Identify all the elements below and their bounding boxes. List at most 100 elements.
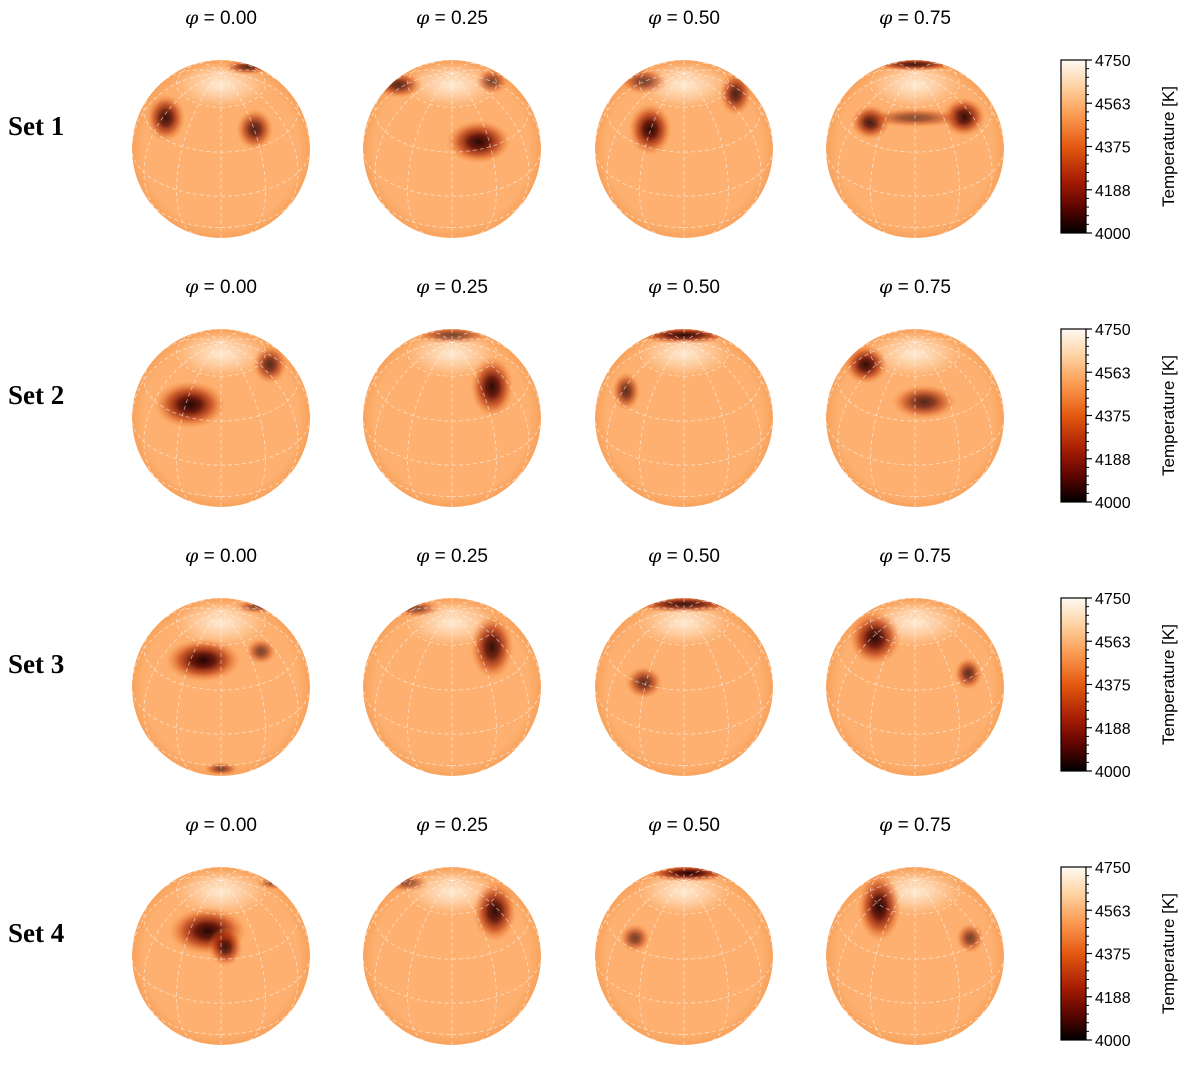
grid-line (198, 331, 222, 343)
grid-line (837, 100, 993, 153)
cool-spot (445, 119, 513, 165)
grid-line (870, 867, 960, 915)
phase-label: φ = 0.75 (879, 276, 951, 298)
grid-line (132, 690, 310, 735)
grid-line (451, 331, 475, 343)
surface-map: φ = 0.00 (132, 545, 310, 776)
cool-spot (252, 344, 288, 385)
grid-line (363, 73, 453, 143)
grid-line (844, 1010, 986, 1036)
phase-value: 0.50 (683, 277, 720, 298)
cool-spot (955, 922, 985, 954)
phase-symbol: φ (648, 276, 662, 298)
grid-line (451, 876, 507, 887)
phase-label: φ = 0.25 (416, 545, 488, 567)
grid-line (683, 62, 707, 74)
colorbar-gradient (1060, 597, 1087, 772)
grid-line (914, 880, 1004, 950)
phase-value: 0.00 (220, 546, 257, 567)
phase-symbol: φ (416, 276, 430, 298)
grid-line (198, 869, 222, 881)
grid-line (132, 421, 310, 466)
colorbar-tick-label: 4188 (1095, 452, 1131, 469)
phase-separator: = (429, 8, 451, 29)
phase-symbol: φ (185, 276, 199, 298)
grid-line (837, 369, 993, 422)
grid-line (595, 880, 685, 950)
grid-line (143, 369, 299, 422)
bright-pole-region (176, 331, 266, 377)
colorbar-tick-label: 4375 (1095, 947, 1131, 964)
grid-line (132, 880, 222, 950)
surface-map: φ = 0.00 (132, 276, 310, 507)
cool-spot (469, 613, 515, 681)
grid-line (826, 690, 1004, 735)
grid-line (143, 73, 222, 212)
cool-spot (625, 665, 663, 700)
grid-line (892, 331, 916, 343)
grid-line (176, 867, 266, 915)
grid-line (595, 342, 685, 412)
grid-line (860, 607, 916, 618)
grid-line (132, 152, 310, 197)
grid-line (363, 342, 453, 412)
phase-separator: = (892, 546, 914, 567)
cool-spot (857, 871, 902, 943)
grid-line (870, 329, 960, 377)
grid-line (914, 338, 970, 349)
grid-line (143, 638, 299, 691)
phase-label: φ = 0.50 (648, 814, 720, 836)
bright-pole-region (870, 331, 960, 377)
grid-line (914, 880, 993, 1019)
grid-line (451, 600, 475, 612)
map-grid: Set 1φ = 0.00 φ = 0.25 φ = 0.50 φ = 0.75475… (8, 7, 1178, 1050)
surface-map: φ = 0.50 (595, 545, 773, 776)
grid-line (683, 600, 707, 612)
grid-line (837, 638, 993, 691)
grid-line (220, 342, 299, 481)
grid-line (150, 741, 292, 767)
grid-line (892, 600, 916, 612)
grid-line (143, 342, 222, 481)
grid-line (198, 600, 222, 612)
grid-line (606, 611, 685, 750)
grid-line (220, 338, 276, 349)
grid-line (220, 62, 244, 74)
phase-value: 0.50 (683, 546, 720, 567)
grid-line (363, 421, 541, 466)
grid-line (363, 152, 541, 197)
set-row: Set 2φ = 0.00 φ = 0.25 φ = 0.50 φ = 0.75475… (8, 276, 1178, 512)
surface-map: φ = 0.50 (595, 276, 773, 507)
cool-spot (374, 71, 424, 99)
grid-line (595, 152, 773, 197)
phase-symbol: φ (416, 7, 430, 29)
colorbar-tick-label: 4000 (1095, 495, 1131, 512)
grid-line (220, 331, 244, 343)
grid-line (870, 60, 960, 108)
phase-value: 0.25 (451, 815, 488, 836)
bright-pole-region (407, 62, 497, 108)
grid-line (683, 611, 762, 750)
colorbar-tick-label: 4750 (1095, 53, 1131, 70)
colorbar-gradient (1060, 59, 1087, 234)
grid-line (683, 611, 773, 681)
grid-line (220, 73, 310, 143)
surface-map: φ = 0.25 (363, 7, 541, 238)
phase-label: φ = 0.50 (648, 7, 720, 29)
phase-label: φ = 0.00 (185, 545, 257, 567)
grid-line (451, 73, 530, 212)
grid-line (132, 73, 222, 143)
grid-line (683, 607, 739, 618)
grid-line (381, 472, 523, 498)
grid-line (143, 100, 299, 153)
colorbar-tick-label: 4375 (1095, 678, 1131, 695)
grid-line (397, 69, 453, 80)
grid-line (451, 880, 541, 950)
phase-label: φ = 0.25 (416, 276, 488, 298)
grid-line (826, 152, 1004, 197)
grid-line (451, 611, 530, 750)
phase-symbol: φ (879, 814, 893, 836)
colorbar-tick-label: 4750 (1095, 860, 1131, 877)
phase-separator: = (198, 8, 220, 29)
bright-pole-region (176, 869, 266, 915)
